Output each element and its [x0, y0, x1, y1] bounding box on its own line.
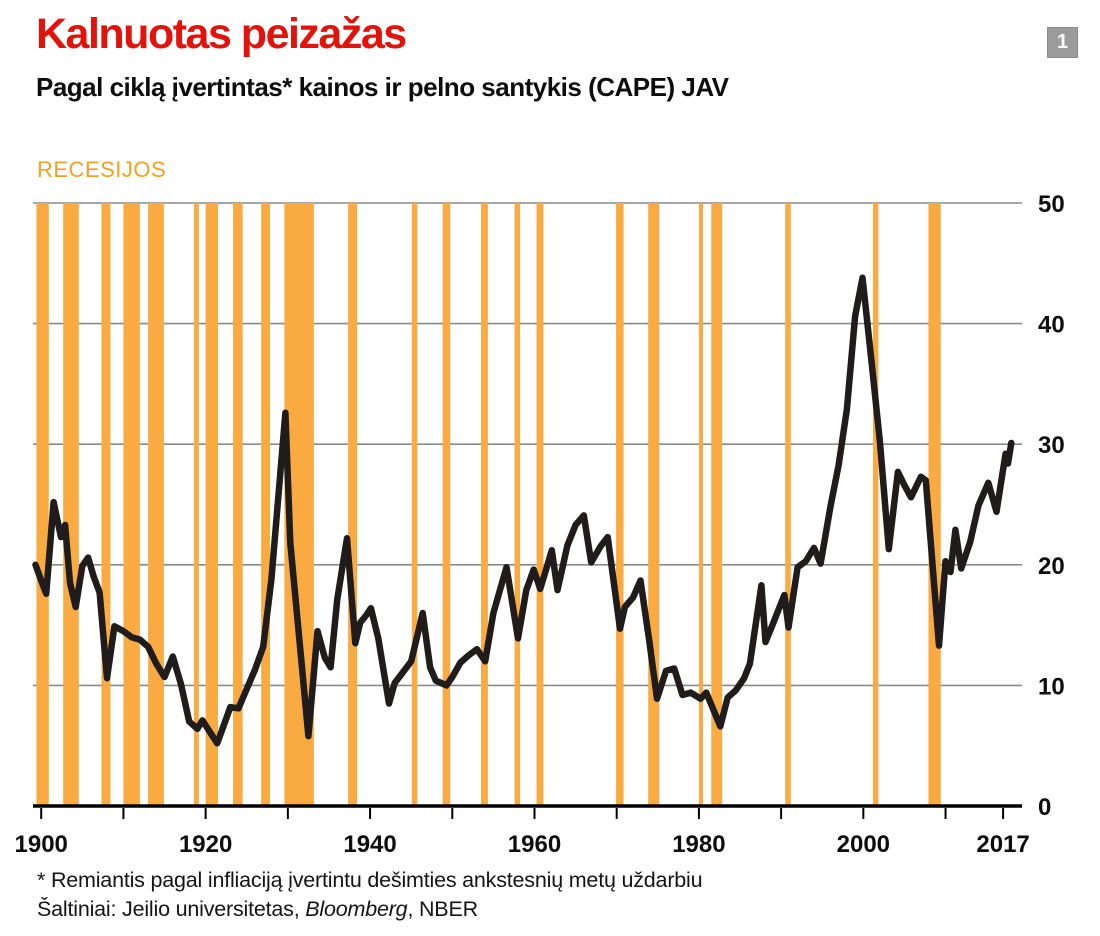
chart-footer: * Remiantis pagal infliaciją įvertintu d… — [37, 866, 703, 924]
recession-band — [36, 203, 49, 806]
recession-band — [514, 203, 521, 806]
recession-band — [711, 203, 723, 806]
y-axis-label: 40 — [1038, 312, 1065, 339]
y-axis-label: 10 — [1038, 673, 1065, 700]
y-axis-label: 30 — [1038, 432, 1065, 459]
recession-band — [123, 203, 140, 806]
recession-band — [261, 203, 271, 806]
sources-italic: Bloomberg — [305, 897, 408, 921]
recession-band — [616, 203, 624, 806]
x-axis-label: 1960 — [508, 831, 561, 858]
recession-band — [872, 203, 879, 806]
recessions-legend-label: RECESIJOS — [37, 157, 167, 182]
y-axis-label: 50 — [1038, 191, 1065, 218]
x-axis-label: 1920 — [179, 831, 232, 858]
recession-band — [536, 203, 544, 806]
footnote: * Remiantis pagal infliaciją įvertintu d… — [37, 868, 703, 892]
recession-band — [785, 203, 791, 806]
recession-band — [928, 203, 941, 806]
recession-band — [348, 203, 358, 806]
chart-subtitle: Pagal ciklą įvertintas* kainos ir pelno … — [36, 72, 729, 102]
recession-band — [205, 203, 218, 806]
sources-line: Šaltiniai: Jeilio universitetas, Bloombe… — [37, 895, 702, 924]
recession-band — [148, 203, 164, 806]
sources-prefix: Šaltiniai: Jeilio universitetas, — [37, 897, 306, 921]
y-axis-label: 20 — [1038, 553, 1065, 580]
recession-band — [411, 203, 418, 806]
x-axis-label: 1900 — [15, 831, 68, 858]
recession-band — [698, 203, 704, 806]
page-title: Kalnuotas peizažas — [36, 10, 407, 58]
recession-band — [63, 203, 79, 806]
x-axis-label: 1940 — [343, 831, 396, 858]
recession-band — [648, 203, 660, 806]
y-axis-label: 0 — [1038, 794, 1051, 821]
recession-band — [193, 203, 199, 806]
figure-number-badge: 1 — [1047, 27, 1078, 58]
recession-band — [442, 203, 451, 806]
x-axis-label: 2017 — [976, 831, 1029, 858]
recession-band — [233, 203, 243, 806]
recession-band — [101, 203, 111, 806]
x-axis-label: 2000 — [837, 831, 890, 858]
x-axis-label: 1980 — [672, 831, 725, 858]
recession-band — [481, 203, 488, 806]
cape-line — [32, 274, 1015, 747]
sources-suffix: , NBER — [407, 897, 478, 921]
